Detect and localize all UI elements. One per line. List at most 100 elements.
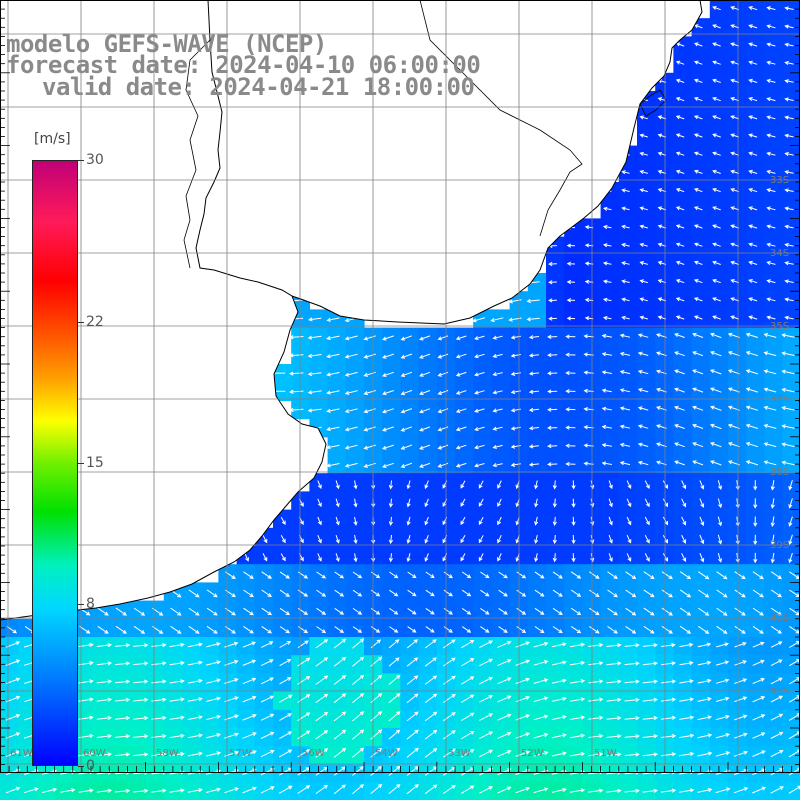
wind-arrow [643, 625, 655, 634]
wind-arrow [474, 426, 485, 431]
wind-arrow [344, 426, 358, 432]
wind-arrow [692, 332, 704, 338]
wind-arrow [748, 151, 758, 156]
wind-arrow [734, 571, 746, 580]
wind-arrow [763, 405, 777, 411]
wind-arrow [278, 785, 293, 794]
wind-arrow [497, 677, 512, 685]
wind-arrow [307, 371, 322, 377]
wind-arrow [455, 408, 467, 413]
lagoon [639, 89, 667, 117]
wind-arrow [770, 480, 775, 491]
wind-arrow [566, 261, 576, 266]
wind-arrow [788, 534, 793, 546]
wind-arrow [315, 784, 329, 795]
wind-arrow [716, 589, 728, 598]
wind-arrow [752, 786, 767, 794]
wind-arrow [745, 442, 759, 448]
wind-arrow [692, 405, 704, 411]
wind-arrow [187, 715, 203, 720]
wind-arrow [551, 787, 567, 793]
wind-arrow [675, 260, 685, 265]
wind-arrow [770, 750, 784, 758]
wind-arrow [187, 751, 203, 757]
wind-arrow [662, 516, 668, 526]
wind-vector-field [5, 6, 800, 795]
wind-arrow [571, 498, 576, 508]
wind-arrow [748, 133, 758, 138]
wind-arrow [424, 535, 429, 544]
wind-arrow [674, 424, 685, 429]
wind-arrow [621, 279, 630, 284]
wind-arrow [479, 695, 494, 703]
wind-arrow [569, 697, 586, 702]
wind-arrow [407, 626, 417, 633]
wind-arrow [344, 390, 358, 395]
wind-arrow [770, 552, 775, 564]
wind-arrow [335, 516, 340, 526]
wind-arrow [770, 677, 783, 685]
wind-arrow [407, 607, 417, 615]
wind-arrow [642, 715, 659, 721]
wind-arrow [712, 242, 721, 247]
wind-arrow [715, 733, 731, 739]
wind-arrow [712, 60, 721, 65]
wind-arrow [662, 534, 668, 544]
wind-arrow [674, 387, 685, 393]
wind-arrow [419, 444, 431, 450]
wind-arrow [712, 151, 721, 156]
wind-arrow [205, 714, 222, 721]
wind-arrow [326, 463, 340, 468]
wind-arrow [437, 390, 449, 395]
wind-arrow [606, 661, 622, 666]
wind-arrow [624, 788, 640, 794]
wind-arrow [352, 729, 365, 740]
wind-arrow [710, 405, 722, 411]
longitude-label: 53W [448, 748, 471, 759]
wind-arrow [344, 462, 358, 468]
wind-arrow [699, 480, 705, 490]
wind-arrow [388, 516, 394, 526]
wind-arrow [260, 713, 275, 721]
wind-arrow [370, 765, 383, 776]
wind-arrow [566, 298, 576, 303]
wind-arrow [443, 589, 453, 597]
wind-arrow [766, 97, 776, 102]
wind-arrow [400, 335, 413, 341]
border-line [419, 0, 583, 237]
wind-arrow [242, 677, 257, 685]
wind-arrow [607, 589, 618, 598]
wind-arrow [279, 731, 293, 740]
wind-arrow [748, 115, 758, 120]
wind-arrow [693, 260, 703, 265]
wind-arrow [205, 733, 222, 739]
wind-arrow [748, 242, 758, 247]
wind-arrow [5, 786, 21, 794]
wind-arrow [624, 752, 640, 757]
wind-arrow [642, 679, 659, 684]
wind-arrow [133, 607, 146, 616]
wind-arrow [262, 553, 268, 562]
wind-arrow [400, 389, 413, 396]
wind-arrow [675, 133, 685, 138]
wind-arrow [425, 589, 435, 597]
wind-arrow [551, 642, 567, 648]
wind-arrow [114, 734, 131, 739]
wind-arrow [693, 42, 703, 47]
wind-arrow [206, 642, 221, 648]
wind-arrow [748, 78, 758, 83]
wind-arrow [552, 498, 557, 508]
wind-arrow [279, 713, 292, 721]
wind-arrow [675, 315, 685, 320]
colorbar-tick-mark [78, 604, 84, 606]
wind-arrow [363, 462, 376, 468]
wind-arrow [515, 732, 531, 739]
wind-arrow [497, 640, 512, 648]
wind-arrow [745, 387, 759, 393]
wind-arrow [96, 661, 113, 666]
colorbar-tick-mark [78, 766, 84, 767]
wind-arrow [766, 242, 776, 247]
wind-arrow [96, 643, 113, 648]
wind-arrow [187, 697, 203, 702]
wind-arrow [601, 370, 612, 375]
